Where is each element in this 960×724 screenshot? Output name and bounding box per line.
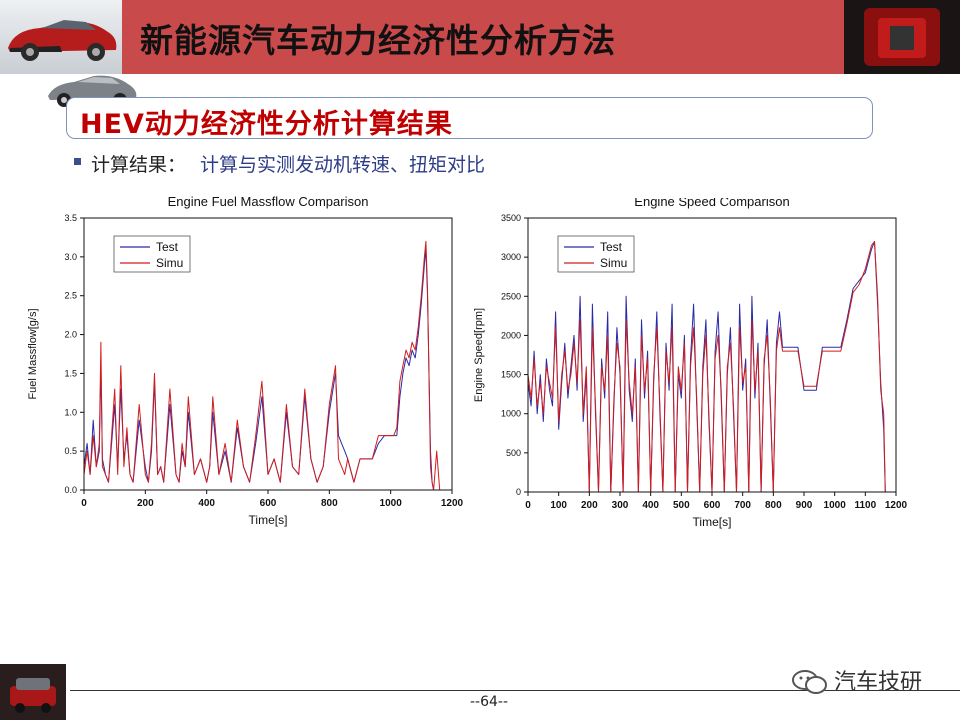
y-tick-label: 2.5 bbox=[64, 291, 77, 301]
x-axis-label: Time[s] bbox=[249, 513, 288, 527]
y-tick-label: 3.5 bbox=[64, 213, 77, 223]
bullet-text: 计算与实测发动机转速、扭矩对比 bbox=[200, 154, 486, 176]
x-tick-label: 1200 bbox=[441, 498, 464, 509]
x-tick-label: 1000 bbox=[380, 498, 403, 509]
x-tick-label: 800 bbox=[765, 500, 782, 511]
legend-label-simu: Simu bbox=[600, 256, 627, 270]
legend-box bbox=[113, 235, 191, 273]
x-axis-label: Time[s] bbox=[693, 515, 732, 529]
y-tick-label: 1.5 bbox=[64, 368, 77, 378]
engine-speed-chart: Engine Speed Comparison 0 100 200 300 400 500 6… bbox=[473, 198, 908, 529]
series-line-test bbox=[83, 248, 440, 491]
x-tick-label: 800 bbox=[321, 498, 338, 509]
bullet-square-icon bbox=[74, 158, 81, 165]
legend-label-test: Test bbox=[600, 240, 623, 254]
legend-box bbox=[557, 235, 635, 273]
x-tick-label: 300 bbox=[612, 500, 629, 511]
y-tick-label: 1.0 bbox=[64, 407, 77, 417]
watermark-text: 汽车技研 bbox=[834, 670, 923, 695]
y-tick-label: 1000 bbox=[501, 409, 521, 419]
y-tick-label: 0.0 bbox=[64, 485, 77, 495]
chart-title: Engine Speed Comparison bbox=[634, 198, 789, 209]
x-tick-label: 1000 bbox=[824, 500, 847, 511]
y-axis-label: Fuel Massflow[g/s] bbox=[27, 308, 39, 399]
red-sports-car-image bbox=[8, 20, 117, 61]
series-line-simu bbox=[83, 240, 441, 491]
fuel-massflow-chart: Engine Fuel Massflow Comparison 0 200 400 60… bbox=[27, 194, 464, 527]
legend-label-test: Test bbox=[156, 240, 179, 254]
y-tick-label: 2000 bbox=[501, 330, 521, 340]
y-tick-label: 0.5 bbox=[64, 446, 77, 456]
series-line-test bbox=[527, 241, 886, 493]
y-axis-label: Engine Speed[rpm] bbox=[473, 308, 485, 402]
footer-car-image bbox=[0, 664, 66, 720]
x-tick-label: 1100 bbox=[854, 500, 876, 511]
subtitle-frame bbox=[66, 97, 873, 139]
series-line-simu bbox=[527, 241, 886, 493]
wechat-icon bbox=[790, 668, 830, 700]
y-tick-label: 0 bbox=[516, 487, 521, 497]
x-tick-label: 600 bbox=[704, 500, 721, 511]
x-tick-label: 400 bbox=[642, 500, 659, 511]
x-tick-label: 100 bbox=[550, 500, 567, 511]
y-tick-label: 3500 bbox=[501, 213, 521, 223]
y-tick-label: 2500 bbox=[501, 291, 521, 301]
y-tick-label: 3.0 bbox=[64, 252, 77, 262]
page-number: --64-- bbox=[470, 694, 509, 710]
x-tick-label: 400 bbox=[198, 498, 215, 509]
y-tick-label: 3000 bbox=[501, 252, 521, 262]
chart-title: Engine Fuel Massflow Comparison bbox=[168, 194, 369, 209]
x-tick-label: 0 bbox=[525, 500, 531, 511]
x-tick-label: 700 bbox=[734, 500, 751, 511]
legend-label-simu: Simu bbox=[156, 256, 183, 270]
footer-divider bbox=[70, 690, 960, 691]
x-tick-label: 1200 bbox=[885, 500, 908, 511]
x-tick-label: 900 bbox=[796, 500, 813, 511]
y-tick-label: 2.0 bbox=[64, 330, 77, 340]
bullet-label: 计算结果： bbox=[91, 154, 187, 176]
x-tick-label: 600 bbox=[260, 498, 277, 509]
car-interior-photo-right bbox=[844, 0, 960, 74]
x-tick-label: 200 bbox=[137, 498, 154, 509]
y-tick-label: 1500 bbox=[501, 370, 521, 380]
section-subtitle: HEV动力经济性分析计算结果 bbox=[80, 109, 453, 140]
car-photo-left bbox=[0, 0, 122, 74]
x-tick-label: 200 bbox=[581, 500, 598, 511]
y-tick-label: 500 bbox=[506, 448, 521, 458]
page-title: 新能源汽车动力经济性分析方法 bbox=[140, 21, 616, 60]
engine-image bbox=[864, 8, 940, 66]
header-band bbox=[0, 0, 960, 74]
x-tick-label: 0 bbox=[81, 498, 87, 509]
x-tick-label: 500 bbox=[673, 500, 690, 511]
